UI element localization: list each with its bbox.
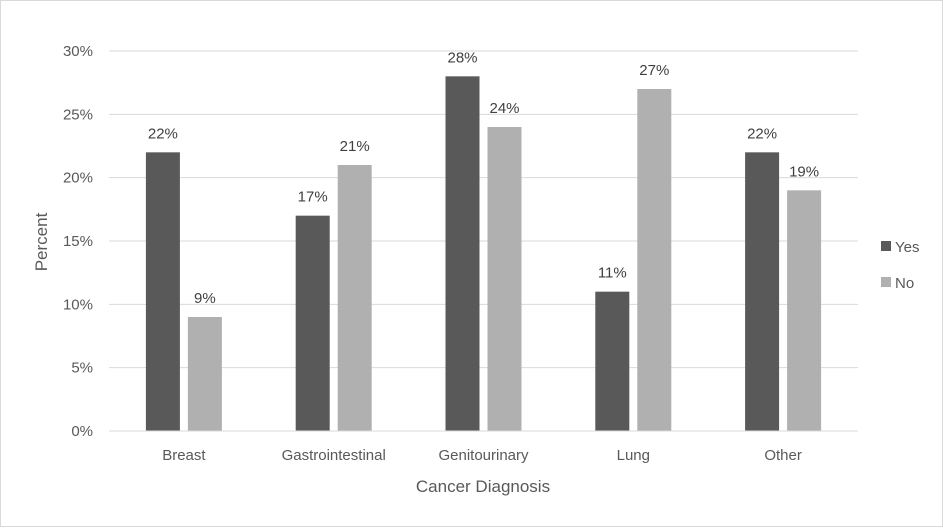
- data-label: 21%: [340, 138, 370, 155]
- bar-yes-lung: [595, 291, 630, 431]
- data-label: 17%: [298, 189, 328, 206]
- legend: Yes No: [881, 239, 919, 292]
- x-tick-label: Gastrointestinal: [282, 447, 386, 464]
- y-tick-label: 15%: [63, 233, 93, 250]
- bar-no-genitourinary: [487, 127, 522, 431]
- bar-yes-genitourinary: [445, 76, 480, 431]
- data-label: 27%: [639, 62, 669, 79]
- bar-yes-breast: [145, 152, 180, 432]
- bar-no-breast: [187, 317, 222, 431]
- bar-no-other: [787, 190, 822, 431]
- y-tick-label: 30%: [63, 43, 93, 60]
- data-label: 22%: [148, 125, 178, 142]
- legend-label-yes: Yes: [895, 239, 919, 256]
- data-label: 28%: [447, 49, 477, 66]
- y-tick-label: 20%: [63, 170, 93, 187]
- y-tick-label: 25%: [63, 106, 93, 123]
- y-tick-label: 5%: [71, 360, 93, 377]
- legend-label-no: No: [895, 275, 914, 292]
- data-label: 11%: [598, 265, 627, 282]
- data-label: 24%: [489, 100, 519, 117]
- y-tick-label: 0%: [71, 423, 93, 440]
- data-label: 9%: [194, 290, 216, 307]
- x-tick-label: Genitourinary: [438, 447, 529, 464]
- legend-swatch-yes: [881, 241, 891, 251]
- bar-no-lung: [637, 89, 672, 431]
- x-axis-title: Cancer Diagnosis: [416, 477, 550, 496]
- bars: [145, 76, 822, 432]
- x-tick-label: Other: [764, 447, 802, 464]
- gridlines: [109, 50, 858, 432]
- bar-no-gastrointestinal: [337, 165, 372, 431]
- y-axis-title: Percent: [32, 212, 51, 271]
- x-axis: Breast Gastrointestinal Genitourinary Lung O…: [109, 430, 858, 464]
- y-axis: 0% 5% 10% 15% 20% 25% 30%: [63, 43, 93, 440]
- bar-yes-other: [745, 152, 780, 432]
- data-label: 19%: [789, 163, 819, 180]
- bar-yes-gastrointestinal: [295, 215, 330, 431]
- legend-swatch-no: [881, 277, 891, 287]
- x-tick-label: Lung: [617, 447, 650, 464]
- data-labels: 22% 9% 17% 21% 28% 24% 11% 27% 22% 19%: [148, 49, 819, 307]
- x-tick-label: Breast: [162, 447, 206, 464]
- y-tick-label: 10%: [63, 296, 93, 313]
- data-label: 22%: [747, 125, 777, 142]
